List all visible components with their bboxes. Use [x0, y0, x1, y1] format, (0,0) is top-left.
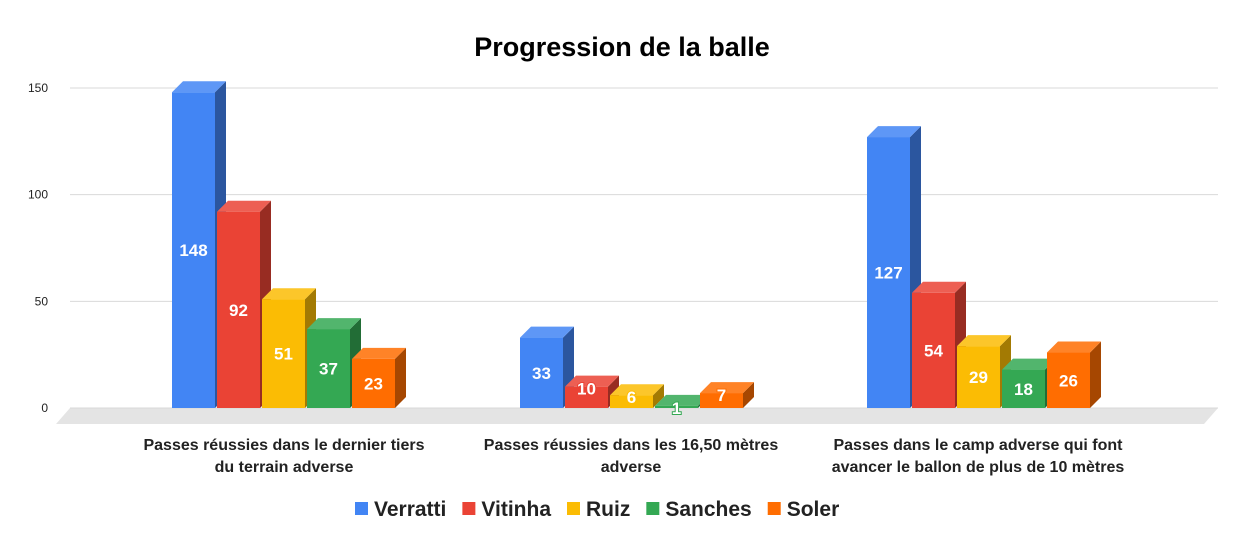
bar-front	[912, 292, 955, 408]
data-label: 54	[924, 341, 943, 360]
chart-floor	[56, 408, 1218, 424]
data-label: 10	[577, 380, 596, 399]
bar-front	[700, 393, 743, 408]
bar-top	[1047, 341, 1101, 353]
data-label: 92	[229, 301, 248, 320]
y-tick-label: 150	[28, 81, 48, 95]
bar-soler-2	[700, 382, 754, 408]
bar-front	[610, 395, 653, 408]
legend-swatch	[355, 502, 368, 515]
bar-verratti-2	[520, 326, 574, 408]
bar-soler-3	[1047, 341, 1101, 408]
bar-front	[172, 92, 215, 409]
bar-top	[655, 394, 709, 406]
bar-top	[565, 375, 619, 387]
category-label: Passes réussies dans les 16,50 mètres	[484, 437, 779, 454]
legend-swatch	[767, 502, 781, 515]
legend-label: Ruiz	[586, 498, 630, 521]
y-tick-label: 100	[28, 188, 48, 202]
bar-side	[743, 382, 754, 408]
legend-swatch	[462, 502, 476, 515]
bar-front	[957, 346, 1000, 408]
bar-side	[653, 384, 664, 408]
data-label: 51	[274, 345, 293, 364]
data-label: 18	[1014, 380, 1033, 399]
data-label: 127	[874, 264, 902, 283]
bar-top	[352, 347, 406, 359]
category-label: avancer le ballon de plus de 10 mètres	[832, 459, 1125, 476]
category-label: Passes dans le camp adverse qui font	[833, 437, 1123, 454]
bar-front	[1002, 369, 1045, 408]
bar-front	[565, 386, 608, 408]
bar-top	[957, 335, 1011, 347]
bar-front	[307, 329, 350, 408]
bar-top	[912, 281, 966, 293]
bar-top	[262, 288, 316, 300]
bar-front	[520, 337, 563, 408]
data-label: 6	[627, 388, 636, 407]
bar-soler-1	[352, 347, 406, 408]
legend-swatch	[646, 502, 660, 515]
bar-top	[867, 126, 921, 138]
bar-top	[307, 318, 361, 330]
bar-top	[610, 384, 664, 396]
legend-label: Vitinha	[481, 498, 551, 521]
bar-top	[217, 200, 271, 212]
bar-front	[655, 405, 698, 408]
data-label: 148	[179, 241, 207, 260]
bar-front	[867, 137, 910, 409]
bar-side	[395, 347, 406, 408]
legend-label: Verratti	[374, 498, 446, 521]
data-label: 23	[364, 374, 383, 393]
bar-top	[1002, 358, 1056, 370]
bar-side	[1090, 341, 1101, 408]
bar-top	[700, 382, 754, 394]
category-label: du terrain adverse	[215, 459, 354, 476]
bar-sanches-3	[1002, 358, 1056, 408]
data-label: 7	[717, 386, 726, 405]
y-tick-label: 0	[41, 401, 48, 415]
data-label: 1	[672, 399, 681, 418]
chart-title: Progression de la balle	[474, 32, 770, 62]
data-label: 29	[969, 368, 988, 387]
bar-front	[217, 211, 260, 408]
category-label: adverse	[601, 459, 662, 476]
legend-swatch	[567, 502, 580, 515]
data-label: 33	[532, 364, 551, 383]
data-label: 37	[319, 360, 338, 379]
bar-front	[352, 358, 395, 408]
y-tick-label: 50	[35, 294, 49, 308]
bar-front	[1047, 352, 1090, 408]
bar-top	[520, 326, 574, 338]
legend-label: Soler	[787, 498, 840, 521]
bar-front	[262, 299, 305, 408]
legend-label: Sanches	[665, 498, 751, 521]
bar-top	[172, 81, 226, 93]
category-label: Passes réussies dans le dernier tiers	[143, 437, 424, 454]
bar-ruiz-2	[610, 384, 664, 408]
data-label: 26	[1059, 371, 1078, 390]
